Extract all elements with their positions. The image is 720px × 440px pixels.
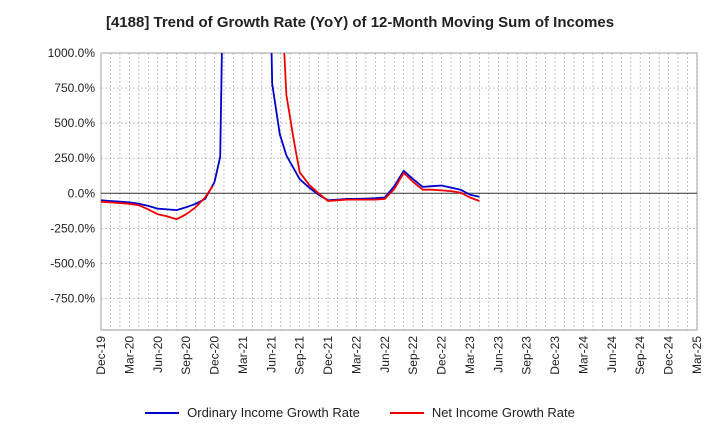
x-tick-label: Sep-22 [406,336,420,375]
x-tick-label: Jun-21 [264,336,278,373]
x-tick-label: Sep-24 [633,336,647,375]
y-tick-label: 0.0% [68,186,96,200]
y-tick-label: -750.0% [50,291,95,305]
x-tick-label: Jun-23 [491,336,505,373]
x-tick-label: Sep-23 [520,336,534,375]
chart-title: [4188] Trend of Growth Rate (YoY) of 12-… [105,14,615,31]
x-tick-label: Dec-23 [548,336,562,375]
x-tick-label: Mar-25 [690,336,704,374]
legend-item-ordinary: Ordinary Income Growth Rate [145,405,360,420]
legend-item-net: Net Income Growth Rate [389,405,575,420]
y-tick-label: 500.0% [54,116,95,130]
x-tick-label: Mar-24 [576,336,590,374]
y-tick-label: -500.0% [50,256,95,270]
y-tick-label: -250.0% [50,221,95,235]
legend-label-net: Net Income Growth Rate [431,405,575,420]
x-tick-label: Sep-20 [179,336,193,375]
x-tick-label: Jun-22 [378,336,392,373]
x-tick-label: Mar-23 [463,336,477,374]
x-tick-label: Dec-20 [208,336,222,375]
legend-label-ordinary: Ordinary Income Growth Rate [187,405,360,420]
y-tick-label: 250.0% [54,151,95,165]
series-line-net-income [101,53,480,221]
plot-area [100,52,698,331]
x-tick-label: Mar-22 [349,336,363,374]
x-tick-label: Sep-21 [293,336,307,375]
x-tick-label: Jun-24 [605,336,619,373]
legend-swatch-ordinary [145,411,180,414]
x-tick-label: Dec-19 [94,336,108,375]
x-tick-label: Jun-20 [151,336,165,373]
x-tick-label: Dec-22 [435,336,449,375]
x-tick-label: Dec-21 [321,336,335,375]
y-tick-label: 750.0% [54,81,95,95]
x-tick-label: Mar-20 [122,336,136,374]
y-tick-label: 1000.0% [48,46,96,60]
x-tick-label: Dec-24 [662,336,676,375]
legend: Ordinary Income Growth Rate Net Income G… [0,405,720,420]
x-tick-label: Mar-21 [236,336,250,374]
legend-swatch-net [389,411,424,414]
